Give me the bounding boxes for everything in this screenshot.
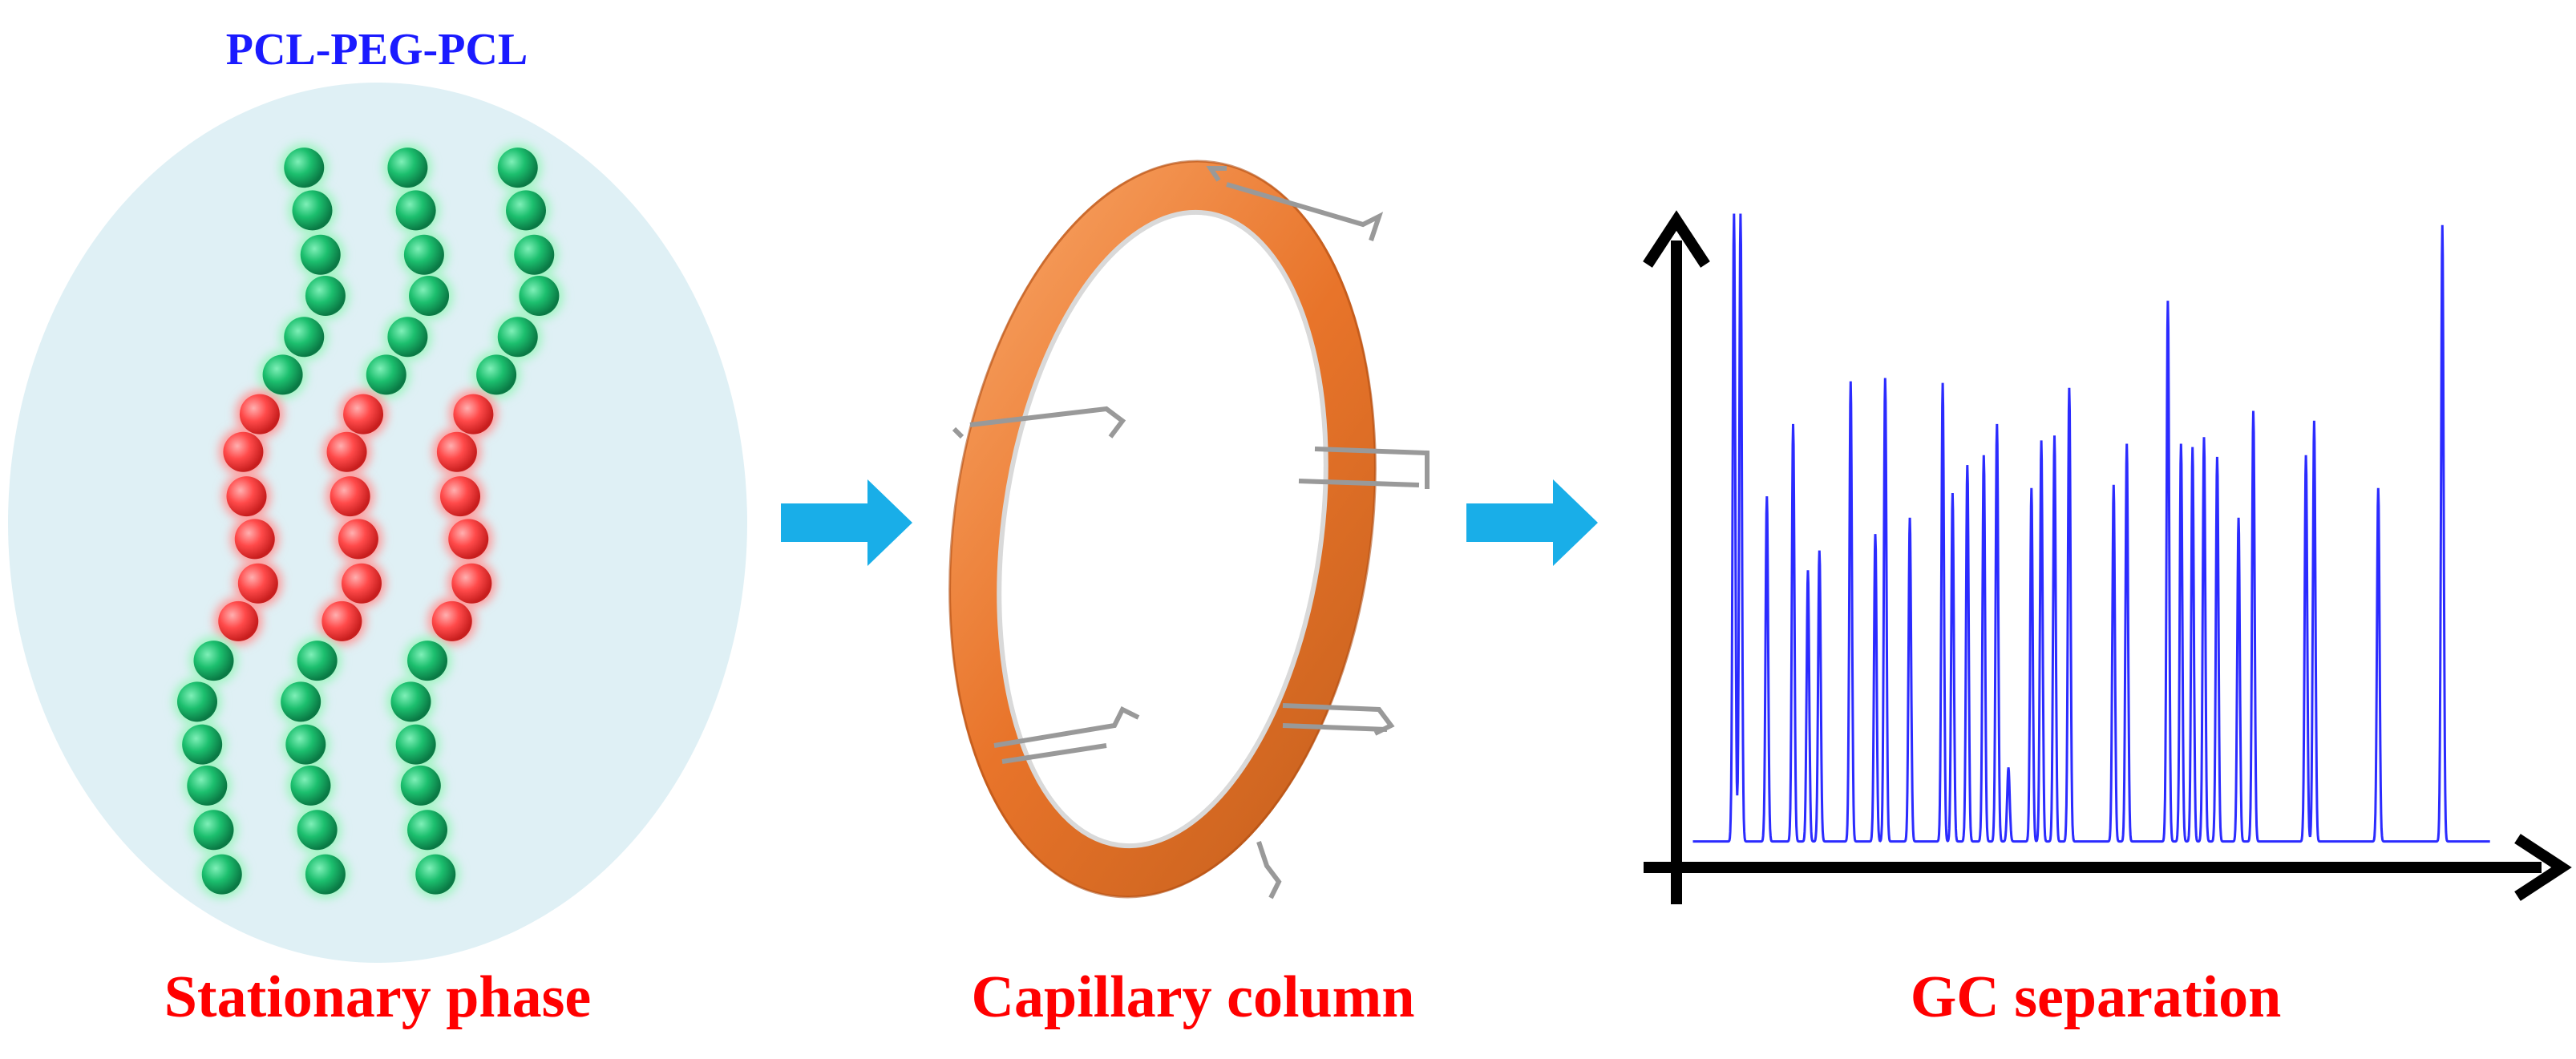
pcl-bead xyxy=(476,354,517,395)
pcl-bead xyxy=(297,641,338,681)
pcl-bead xyxy=(290,765,331,806)
peg-bead xyxy=(237,563,278,604)
peg-bead xyxy=(453,394,494,435)
peg-bead xyxy=(338,519,378,560)
pcl-bead xyxy=(262,354,303,395)
chromatogram-trace xyxy=(1692,213,2490,843)
peg-bead xyxy=(326,431,367,472)
peg-bead xyxy=(234,519,275,560)
pcl-bead xyxy=(292,190,333,231)
peg-bead xyxy=(436,431,477,472)
pcl-bead xyxy=(387,148,428,188)
pcl-bead xyxy=(409,276,450,316)
peg-bead xyxy=(440,476,480,517)
pcl-bead xyxy=(193,810,234,851)
x-arrowhead xyxy=(2514,834,2572,901)
pcl-bead xyxy=(285,724,326,765)
pcl-bead xyxy=(187,765,228,806)
panel-label: Capillary column xyxy=(972,964,1415,1030)
pcl-bead xyxy=(497,317,538,358)
pcl-bead xyxy=(400,765,441,806)
peg-bead xyxy=(218,600,259,641)
peg-bead xyxy=(223,431,264,472)
peg-bead xyxy=(321,600,362,641)
peg-bead xyxy=(448,519,489,560)
pcl-bead xyxy=(415,854,456,895)
polymer-chains xyxy=(173,143,564,899)
pcl-bead xyxy=(284,148,325,188)
pcl-bead xyxy=(519,276,560,316)
pcl-bead xyxy=(403,234,444,275)
peg-bead xyxy=(330,476,370,517)
chromatogram xyxy=(1643,210,2572,904)
pcl-bead xyxy=(407,810,447,851)
pcl-bead xyxy=(177,681,217,722)
pcl-bead xyxy=(182,724,223,765)
pcl-bead xyxy=(514,234,555,275)
pcl-bead xyxy=(387,317,428,358)
peg-bead xyxy=(431,600,472,641)
panel-label: GC separation xyxy=(1911,964,2282,1030)
panel-label: Stationary phase xyxy=(164,964,591,1030)
capillary-column xyxy=(948,160,1430,899)
pcl-bead xyxy=(281,681,321,722)
pcl-bead xyxy=(390,681,431,722)
pcl-bead xyxy=(497,148,538,188)
title: PCL-PEG-PCL xyxy=(226,25,528,75)
arrow xyxy=(1466,479,1598,566)
pcl-bead xyxy=(506,190,546,231)
pcl-bead xyxy=(193,641,234,681)
y-arrowhead xyxy=(1643,210,1710,268)
peg-bead xyxy=(343,394,384,435)
arrow xyxy=(781,479,912,566)
pcl-bead xyxy=(407,641,447,681)
pcl-bead xyxy=(284,317,325,358)
pcl-bead xyxy=(305,276,346,316)
pcl-bead xyxy=(305,854,346,895)
pcl-bead xyxy=(395,190,436,231)
peg-bead xyxy=(342,563,382,604)
pcl-bead xyxy=(366,354,406,395)
peg-bead xyxy=(451,563,492,604)
pcl-bead xyxy=(300,234,341,275)
pcl-bead xyxy=(395,724,436,765)
phase-background xyxy=(8,83,747,963)
peg-bead xyxy=(239,394,280,435)
peg-bead xyxy=(226,476,267,517)
pcl-bead xyxy=(201,854,242,895)
pcl-bead xyxy=(297,810,338,851)
